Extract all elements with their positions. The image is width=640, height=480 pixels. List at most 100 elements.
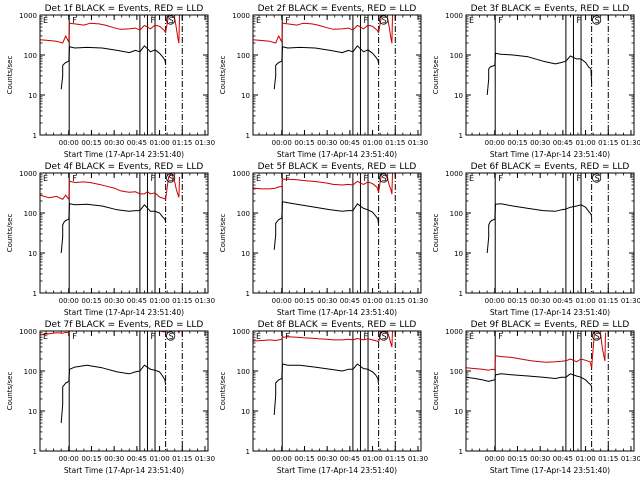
x-tick-label: 00:15	[294, 455, 314, 463]
marker-label: E	[256, 16, 261, 25]
x-tick-label: 00:00	[59, 139, 79, 147]
marker-label: E	[469, 174, 474, 183]
x-tick-label: 00:00	[59, 455, 79, 463]
x-tick-label: 00:15	[81, 139, 101, 147]
marker-label: S	[595, 16, 600, 25]
chart-panel-6: Det 6f BLACK = Events, RED = LLD Counts/s…	[432, 162, 640, 317]
x-tick-label: 01:00	[362, 139, 382, 147]
y-tick-label: 100	[24, 368, 37, 376]
x-tick-label: 01:15	[598, 455, 618, 463]
x-tick-label: 00:45	[553, 139, 573, 147]
y-axis-label: Counts/sec	[432, 372, 440, 411]
marker-label: F	[72, 332, 77, 341]
marker-label: F	[363, 16, 368, 25]
x-tick-label: 01:15	[172, 139, 192, 147]
marker-circle	[592, 331, 602, 341]
y-tick-label: 1	[33, 448, 37, 456]
marker-label: F	[285, 332, 290, 341]
marker-label: S	[169, 174, 174, 183]
marker-label: F	[576, 16, 581, 25]
marker-label: S	[382, 174, 387, 183]
series-line-lld	[465, 330, 606, 371]
chart-title: Det 6f BLACK = Events, RED = LLD	[471, 162, 630, 172]
y-axis-label: Counts/sec	[432, 214, 440, 253]
y-tick-label: 1	[459, 290, 463, 298]
y-tick-label: 10	[454, 92, 463, 100]
x-tick-label: 00:45	[340, 139, 360, 147]
x-axis-label: Start Time (17-Apr-14 23:51:40)	[277, 308, 397, 317]
x-tick-label: 01:30	[621, 139, 640, 147]
x-tick-label: 01:00	[362, 455, 382, 463]
chart-panel-4: Det 4f BLACK = Events, RED = LLD Counts/s…	[6, 162, 215, 317]
series-line-events	[486, 52, 593, 96]
y-tick-label: 10	[241, 408, 250, 416]
x-tick-label: 00:15	[81, 455, 101, 463]
y-axis-label: Counts/sec	[6, 214, 14, 253]
y-tick-label: 10	[241, 250, 250, 258]
y-tick-label: 100	[237, 368, 250, 376]
x-tick-label: 00:15	[507, 455, 527, 463]
marker-label: F	[363, 174, 368, 183]
y-tick-label: 10	[28, 92, 37, 100]
y-tick-label: 10	[28, 250, 37, 258]
x-axis-label: Start Time (17-Apr-14 23:51:40)	[277, 466, 397, 475]
series-line-lld	[39, 14, 180, 44]
marker-circle	[166, 331, 176, 341]
chart-panel-3: Det 3f BLACK = Events, RED = LLD Counts/s…	[432, 4, 640, 159]
plot-frame	[39, 330, 209, 452]
x-tick-label: 01:30	[195, 455, 215, 463]
marker-label: E	[43, 16, 48, 25]
marker-circle	[379, 173, 389, 183]
x-tick-label: 01:15	[385, 297, 405, 305]
marker-label: F	[72, 16, 77, 25]
marker-circle	[166, 15, 176, 25]
plot-frame	[39, 14, 209, 136]
y-tick-label: 100	[450, 368, 463, 376]
x-tick-label: 00:45	[553, 455, 573, 463]
y-tick-label: 1000	[445, 328, 463, 336]
marker-circle	[592, 173, 602, 183]
x-tick-label: 01:30	[195, 139, 215, 147]
x-tick-label: 00:15	[81, 297, 101, 305]
y-tick-label: 1000	[19, 328, 37, 336]
y-tick-label: 100	[24, 210, 37, 218]
marker-label: E	[256, 174, 261, 183]
marker-circle	[166, 173, 176, 183]
marker-label: S	[169, 332, 174, 341]
x-tick-label: 01:30	[621, 455, 640, 463]
marker-label: F	[72, 174, 77, 183]
marker-label: E	[469, 332, 474, 341]
series-line-events	[60, 364, 167, 424]
x-tick-label: 01:00	[362, 297, 382, 305]
y-tick-label: 1000	[232, 12, 250, 20]
marker-label: S	[595, 332, 600, 341]
series-line-events	[273, 201, 380, 250]
y-tick-label: 1000	[445, 12, 463, 20]
marker-label: E	[256, 332, 261, 341]
y-tick-label: 1	[33, 290, 37, 298]
marker-label: F	[285, 174, 290, 183]
y-tick-label: 100	[237, 52, 250, 60]
chart-panel-8: Det 8f BLACK = Events, RED = LLD Counts/s…	[219, 320, 428, 475]
y-tick-label: 1	[459, 448, 463, 456]
marker-label: F	[498, 332, 503, 341]
chart-title: Det 3f BLACK = Events, RED = LLD	[471, 4, 630, 14]
x-tick-label: 00:30	[104, 455, 124, 463]
x-tick-label: 01:30	[408, 139, 428, 147]
plot-frame	[465, 330, 635, 452]
x-tick-label: 00:15	[294, 297, 314, 305]
x-tick-label: 00:00	[59, 297, 79, 305]
x-tick-label: 01:00	[575, 139, 595, 147]
x-tick-label: 00:00	[485, 139, 505, 147]
marker-label: F	[498, 174, 503, 183]
y-tick-label: 1000	[19, 170, 37, 178]
y-tick-label: 100	[24, 52, 37, 60]
x-tick-label: 00:00	[485, 455, 505, 463]
x-tick-label: 00:15	[507, 297, 527, 305]
x-tick-label: 01:15	[172, 455, 192, 463]
chart-title: Det 8f BLACK = Events, RED = LLD	[258, 320, 417, 330]
x-axis-label: Start Time (17-Apr-14 23:51:40)	[64, 308, 184, 317]
y-tick-label: 10	[454, 250, 463, 258]
series-line-lld	[252, 14, 393, 44]
y-tick-label: 1000	[232, 170, 250, 178]
